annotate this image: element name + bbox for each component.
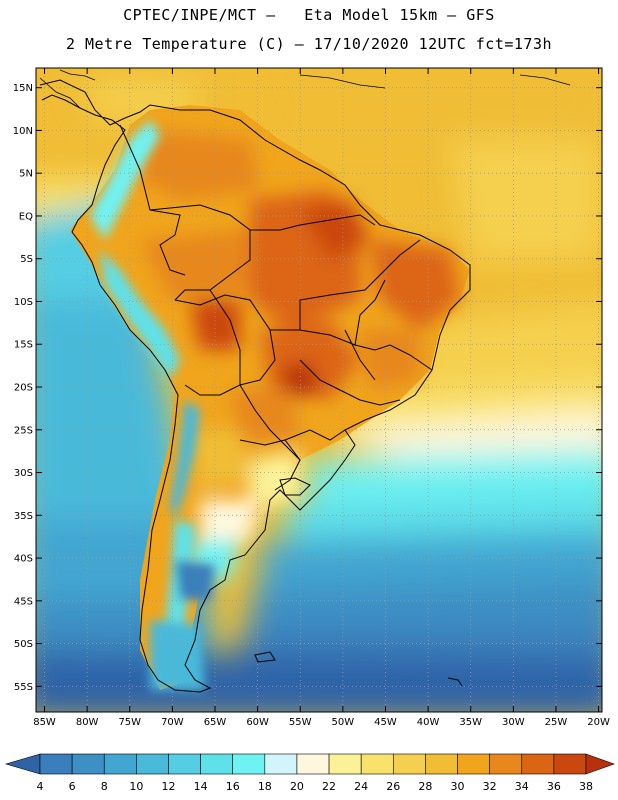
lat-tick-label: 10S: [14, 297, 33, 308]
lat-tick-label: 20S: [14, 383, 33, 394]
colorbar-label: 30: [451, 780, 465, 793]
lat-tick-label: 40S: [14, 554, 33, 565]
colorbar-swatch: [232, 753, 266, 775]
colorbar-label: 20: [290, 780, 304, 793]
map-title-line-2: 2 Metre Temperature (C) – 17/10/2020 12U…: [65, 35, 553, 53]
colorbar-high-arrow: [585, 753, 615, 775]
colorbar-swatch: [425, 753, 458, 775]
colorbar-swatch: [296, 753, 330, 775]
colorbar-label: 32: [483, 780, 497, 793]
colorbar-label: 36: [547, 780, 561, 793]
colorbar-swatch: [71, 753, 105, 775]
colorbar-swatch: [136, 753, 169, 775]
lat-tick-label: 45S: [14, 596, 33, 607]
colorbar-swatch: [489, 753, 523, 775]
colorbar-swatch: [392, 753, 426, 775]
colorbar-swatch: [457, 753, 490, 775]
temperature-map: 15N 10N 5N EQ 5S 10S 15S 20S 25S 30S 35S 40S 45S 50S 5…: [13, 67, 610, 728]
lon-tick-label: 70W: [161, 717, 184, 728]
colorbar-swatch: [39, 753, 73, 775]
latitude-axis: 15N 10N 5N EQ 5S 10S 15S 20S 25S 30S 35S 40S 45S 50S 5…: [13, 83, 602, 693]
lon-tick-label: 50W: [332, 717, 355, 728]
lon-tick-label: 60W: [246, 717, 269, 728]
colorbar-label: 38: [579, 780, 593, 793]
colorbar-swatch: [168, 753, 201, 775]
colorbar-low-arrow: [4, 753, 41, 775]
lat-tick-label: 25S: [14, 425, 33, 436]
lat-tick-label: 10N: [13, 126, 33, 137]
land-temperature: [70, 105, 470, 690]
colorbar-label: 12: [161, 780, 175, 793]
colorbar-label: 10: [129, 780, 143, 793]
colorbar-label: 28: [418, 780, 432, 793]
lon-tick-label: 65W: [204, 717, 227, 728]
lon-tick-label: 85W: [33, 717, 56, 728]
colorbar-label: 8: [101, 780, 108, 793]
colorbar-swatch: [553, 753, 587, 775]
caribbean-coast: [39, 69, 571, 109]
colorbar-swatch: [328, 753, 362, 775]
lat-tick-label: 35S: [14, 511, 33, 522]
lon-tick-label: 40W: [417, 717, 440, 728]
lon-tick-label: 80W: [76, 717, 99, 728]
colorbar-label: 24: [354, 780, 368, 793]
lat-tick-label: 15S: [14, 340, 33, 351]
colorbar-swatch: [360, 753, 394, 775]
colorbar-swatch: [264, 753, 298, 775]
lat-tick-label: 55S: [14, 682, 33, 693]
colorbar-label: 6: [69, 780, 76, 793]
lat-tick-label: EQ: [19, 211, 33, 222]
lon-tick-label: 30W: [502, 717, 525, 728]
longitude-axis: 85W 80W 75W 70W 65W 60W 55W 50W 45W 40W 35W 30W 25W 2…: [33, 68, 610, 728]
lat-tick-label: 5N: [19, 169, 33, 180]
colorbar-swatch: [521, 753, 555, 775]
temperature-colorbar: 4 6 8 10 12 14 16 18 20 22 24 26 28 30 32 34 36 38: [4, 753, 615, 793]
colorbar-label: 18: [258, 780, 272, 793]
lon-tick-label: 35W: [459, 717, 482, 728]
lon-tick-label: 75W: [118, 717, 141, 728]
colorbar-swatch: [103, 753, 137, 775]
country-borders: [39, 79, 471, 693]
map-title-line-1: CPTEC/INPE/MCT – Eta Model 15km – GFS: [123, 6, 495, 24]
lon-tick-label: 25W: [545, 717, 568, 728]
lon-tick-label: 20W: [587, 717, 610, 728]
map-frame: [35, 67, 603, 713]
lat-tick-label: 50S: [14, 639, 33, 650]
temperature-field: [36, 68, 602, 712]
lat-lon-grid: [36, 68, 602, 712]
colorbar-swatch: [200, 753, 234, 775]
colorbar-label: 16: [226, 780, 240, 793]
colorbar-label: 34: [515, 780, 529, 793]
lon-tick-label: 45W: [374, 717, 397, 728]
colorbar-label: 14: [194, 780, 208, 793]
colorbar-label: 22: [322, 780, 336, 793]
colorbar-label: 26: [386, 780, 400, 793]
lat-tick-label: 15N: [13, 83, 33, 94]
colorbar-label: 4: [37, 780, 44, 793]
lat-tick-label: 30S: [14, 468, 33, 479]
lon-tick-label: 55W: [289, 717, 312, 728]
lat-tick-label: 5S: [20, 254, 33, 265]
